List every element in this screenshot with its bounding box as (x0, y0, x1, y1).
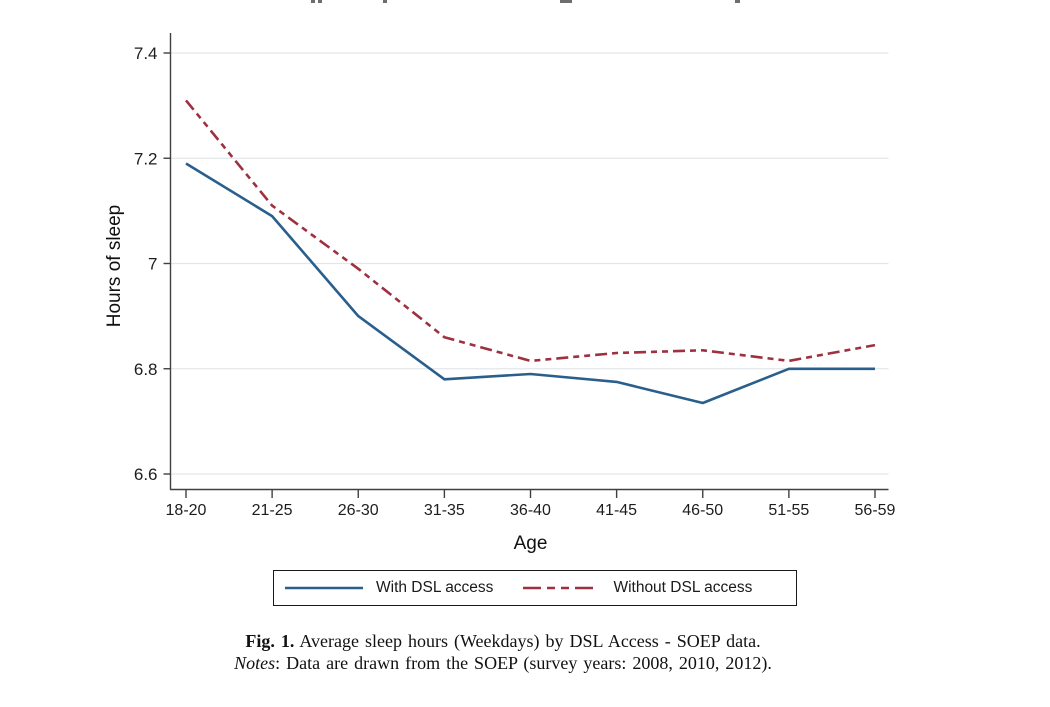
y-tick-label: 6.6 (134, 465, 158, 484)
without-dsl-line-swatch (523, 586, 599, 590)
legend-label-with-dsl: With DSL access (376, 579, 494, 596)
x-tick-label: 21-25 (252, 502, 293, 519)
cropped-text-fragment (735, 0, 740, 3)
cropped-text-fragment (560, 0, 572, 3)
x-tick-label: 36-40 (510, 502, 551, 519)
y-tick-label: 7.4 (134, 44, 158, 63)
y-tick-label: 7 (148, 255, 157, 274)
notes-text: : Data are drawn from the SOEP (survey y… (275, 653, 772, 673)
x-tick-label: 56-59 (855, 502, 896, 519)
fig-title: Average sleep hours (Weekdays) by DSL Ac… (299, 631, 761, 651)
series-with-dsl-access (185, 162, 875, 405)
figure-caption: Fig. 1. Average sleep hours (Weekdays) by… (0, 630, 1006, 674)
x-tick-label: 46-50 (682, 502, 723, 519)
cropped-text-fragment (318, 0, 322, 3)
x-axis-title: Age (514, 533, 548, 554)
notes-word: Notes (234, 653, 276, 673)
legend-label-without-dsl: Without DSL access (613, 579, 753, 596)
x-tick-label: 51-55 (768, 502, 809, 519)
gridlines (171, 52, 889, 475)
caption-line-2: Notes: Data are drawn from the SOEP (sur… (0, 652, 1006, 674)
y-tick-label: 6.8 (134, 360, 158, 379)
series-without-dsl-access (184, 99, 876, 363)
y-axis-ticks: 7.4 7.2 7 6.8 6.6 (134, 44, 171, 484)
x-tick-label: 31-35 (424, 502, 465, 519)
cropped-text-fragment (383, 0, 387, 3)
y-axis-title: Hours of sleep (104, 205, 125, 328)
with-dsl-line-swatch (285, 586, 363, 590)
sleep-line-chart: 7.4 7.2 7 6.8 6.6 18-20 21-25 26-30 31-35 36-40 41… (104, 33, 896, 554)
axes (169, 33, 889, 491)
fig-number: Fig. 1. (245, 631, 295, 651)
cropped-text-fragment (311, 0, 315, 3)
x-tick-label: 41-45 (596, 502, 637, 519)
x-axis-ticks: 18-20 21-25 26-30 31-35 36-40 41-45 46-50 51-55… (166, 490, 896, 519)
y-tick-label: 7.2 (134, 149, 158, 168)
x-tick-label: 18-20 (166, 502, 207, 519)
x-tick-label: 26-30 (338, 502, 379, 519)
chart-legend: With DSL access Without DSL access (273, 570, 797, 606)
caption-line-1: Fig. 1. Average sleep hours (Weekdays) by… (0, 630, 1006, 652)
